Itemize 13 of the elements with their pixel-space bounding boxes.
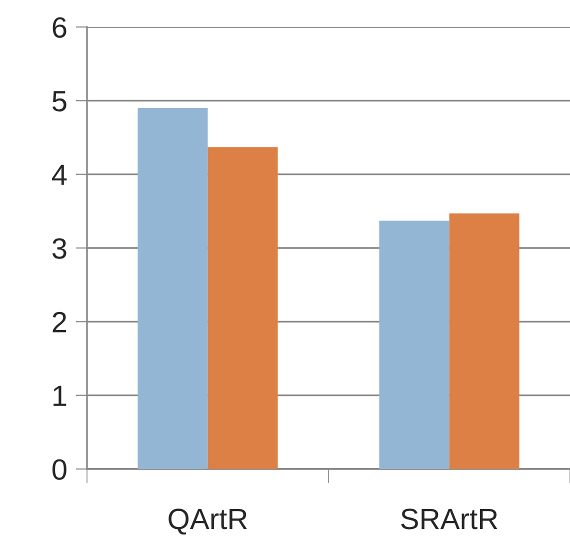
bar bbox=[449, 213, 520, 469]
y-tick-label: 2 bbox=[52, 312, 66, 332]
x-tick-label: QArtR bbox=[168, 508, 247, 535]
bar bbox=[138, 108, 208, 469]
y-tick-label: 5 bbox=[52, 91, 66, 112]
y-tick-label: 6 bbox=[52, 17, 66, 38]
x-tick-label: SRArtR bbox=[401, 508, 498, 530]
bar bbox=[208, 147, 278, 469]
y-tick-label: 0 bbox=[52, 459, 66, 480]
bar bbox=[379, 220, 450, 469]
y-tick-label: 1 bbox=[54, 386, 66, 406]
y-tick-label: 3 bbox=[52, 238, 66, 259]
y-tick-label: 4 bbox=[52, 164, 67, 185]
